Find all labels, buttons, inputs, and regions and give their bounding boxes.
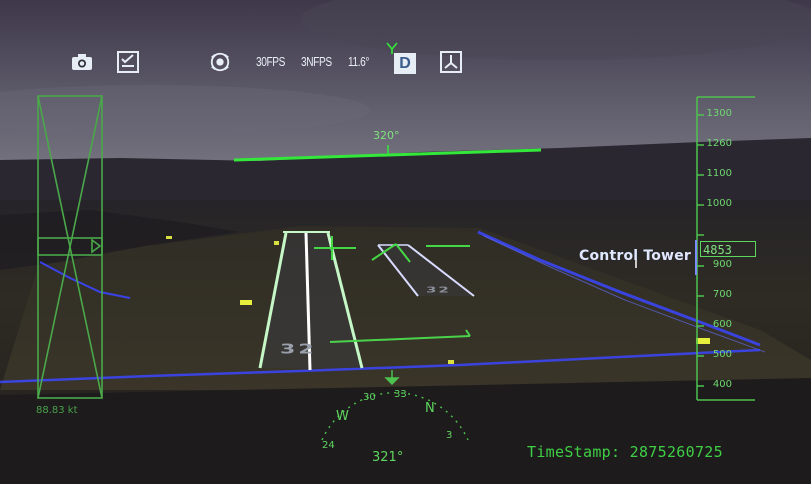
flight-path-vector [314,236,470,263]
lion-logo-icon [209,51,231,73]
runway-number-secondary: 32 [426,285,451,295]
taxiway-lights-bottom [0,348,761,384]
taxiway-lights-right [477,230,761,347]
timestamp: TimeStamp: 2875260725 [527,443,723,461]
compass-label-w: W [336,409,349,424]
altitude-readout: 4853 [700,241,756,257]
control-tower-label[interactable]: Control Tower [579,248,691,264]
alt-tick: 1000 [706,198,732,209]
alt-tick: 400 [712,379,732,390]
checklist-icon[interactable] [117,51,139,73]
alt-tick: 700 [712,289,732,300]
alt-tick: 1100 [706,168,732,179]
mode-badge-label: D [399,55,411,72]
alt-tick: 1260 [706,138,732,149]
airfield [0,226,811,390]
compass-label-n: N [425,401,435,416]
compass-label-33: 33 [394,389,407,400]
compass-label-30: 30 [363,392,376,403]
alt-tick: 500 [712,349,732,360]
compass-mode-icon[interactable] [440,51,462,73]
mode-indicator-marker [386,42,398,54]
heading-indicator-bottom: 321° [372,450,404,465]
alt-tick: 600 [712,319,732,330]
taxiway-lights-left [39,261,131,299]
speed-tape [37,95,103,399]
heading-indicator-top: 320° [373,129,400,142]
runway-primary [258,231,471,371]
runway-secondary [377,244,475,297]
value-reading: 11.6° [348,54,370,69]
compass-rose [321,370,469,441]
mode-badge[interactable]: D [394,53,416,74]
alt-tick: 900 [712,259,732,270]
camera-icon[interactable] [71,51,93,73]
speed-readout: 88.83 kt [36,405,78,416]
compass-label-3: 3 [446,430,453,441]
alt-tick: 1300 [706,108,732,119]
compass-label-24: 24 [322,440,335,451]
runway-number-primary: 32 [280,342,317,357]
fps-secondary: 3NFPS [301,54,332,69]
fps-primary: 30FPS [256,54,286,69]
